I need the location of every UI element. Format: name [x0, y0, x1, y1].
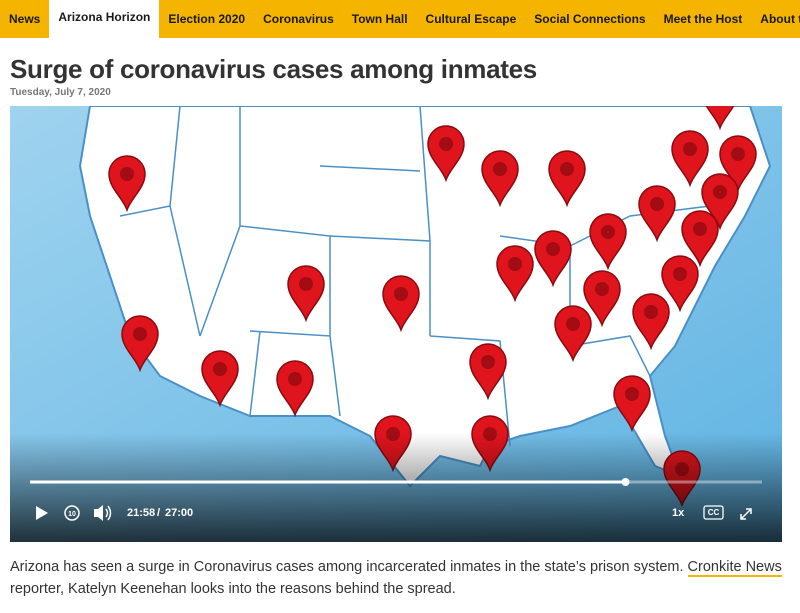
article-title: Surge of coronavirus cases among inmates — [10, 54, 537, 84]
nav-item[interactable]: Social Connections — [534, 12, 646, 26]
speed-button[interactable]: 1x — [672, 507, 685, 519]
nav-item[interactable]: Town Hall — [351, 12, 408, 26]
play-button[interactable] — [36, 506, 48, 520]
nav-bar: News Arizona Horizon Election 2020 Coronavi… — [0, 0, 800, 38]
nav-item[interactable]: News — [9, 12, 41, 26]
nav-item[interactable]: Arizona Horizon — [49, 0, 160, 38]
video-player[interactable]: 10 21:58 / 27:00 1x CC — [10, 106, 782, 542]
control-shade — [10, 106, 782, 542]
skip-label: 10 — [68, 511, 76, 518]
duration: 27:00 — [165, 507, 193, 519]
time-separator: / — [157, 507, 160, 519]
progress-handle[interactable] — [621, 478, 630, 486]
captions-button[interactable] — [703, 505, 724, 520]
description: Arizona has seen a surge in Coronavirus … — [10, 556, 790, 600]
captions-label: CC — [708, 508, 720, 517]
nav-item[interactable]: Election 2020 — [168, 12, 246, 26]
cronkite-link[interactable]: Cronkite News — [687, 559, 782, 577]
description-text: Arizona has seen a surge in Coronavirus … — [10, 559, 684, 575]
description-text: reporter, Katelyn Keenehan looks into th… — [10, 581, 456, 597]
skip-back-button[interactable]: 10 — [64, 505, 80, 521]
volume-button[interactable] — [94, 505, 112, 521]
nav-item[interactable]: Meet the Host — [663, 12, 743, 26]
current-time: 21:58 — [127, 507, 155, 519]
nav-item[interactable]: Coronavirus — [263, 12, 334, 26]
article-date: Tuesday, July 7, 2020 — [10, 87, 111, 98]
nav-item[interactable]: About the Show — [760, 12, 800, 26]
fullscreen-button[interactable] — [740, 508, 752, 520]
nav-item[interactable]: Cultural Escape — [425, 12, 517, 26]
